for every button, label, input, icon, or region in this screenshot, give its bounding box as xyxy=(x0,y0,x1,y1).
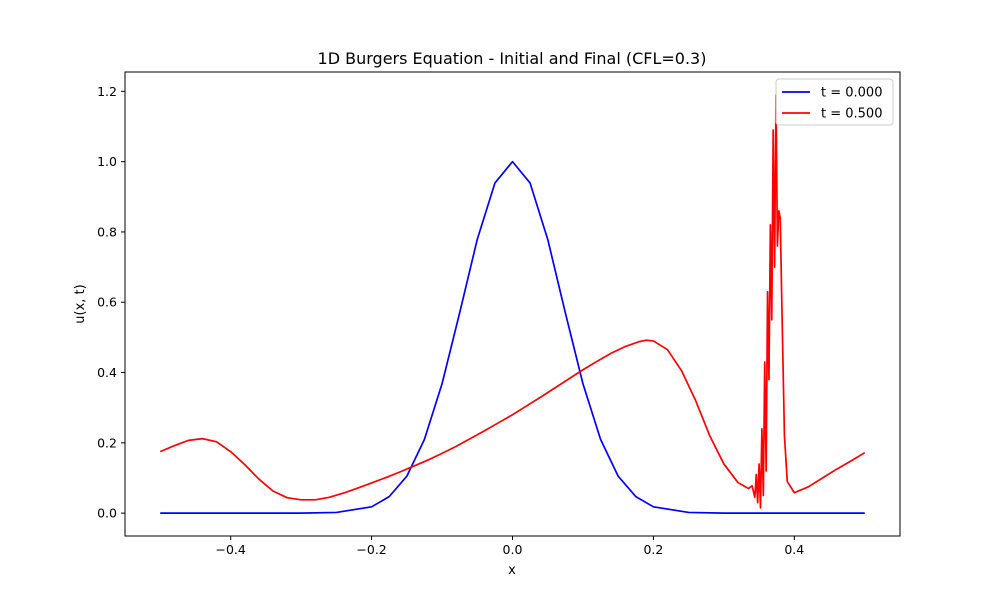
y-tick-label: 0.4 xyxy=(97,365,117,380)
x-tick-label: −0.2 xyxy=(356,542,386,557)
legend-label-1: t = 0.500 xyxy=(821,107,882,122)
series-line-0 xyxy=(160,160,865,515)
x-axis-label: x xyxy=(508,563,516,578)
y-tick-label: 1.0 xyxy=(97,154,117,169)
axes-frame xyxy=(124,71,901,537)
x-tick-label: 0.4 xyxy=(784,542,804,557)
y-tick-label: 0.6 xyxy=(97,295,117,310)
series-layer xyxy=(159,93,866,515)
x-tick-label: 0.0 xyxy=(503,542,523,557)
y-tick-label: 0.0 xyxy=(97,506,117,521)
series-line-1 xyxy=(159,93,866,509)
y-tick-label: 0.8 xyxy=(97,224,117,239)
legend-label-0: t = 0.000 xyxy=(821,86,882,101)
legend: t = 0.000 t = 0.500 xyxy=(775,78,894,126)
y-tick-label: 0.2 xyxy=(97,435,117,450)
y-tick-label: 1.2 xyxy=(97,84,117,99)
x-tick-label: −0.4 xyxy=(216,542,246,557)
x-axis: −0.4 −0.2 0.0 0.2 0.4 xyxy=(216,536,804,557)
x-tick-label: 0.2 xyxy=(643,542,663,557)
y-axis-label: u(x, t) xyxy=(73,284,88,323)
y-axis: 0.0 0.2 0.4 0.6 0.8 1.0 1.2 xyxy=(97,84,125,521)
chart-title: 1D Burgers Equation - Initial and Final … xyxy=(318,49,707,68)
